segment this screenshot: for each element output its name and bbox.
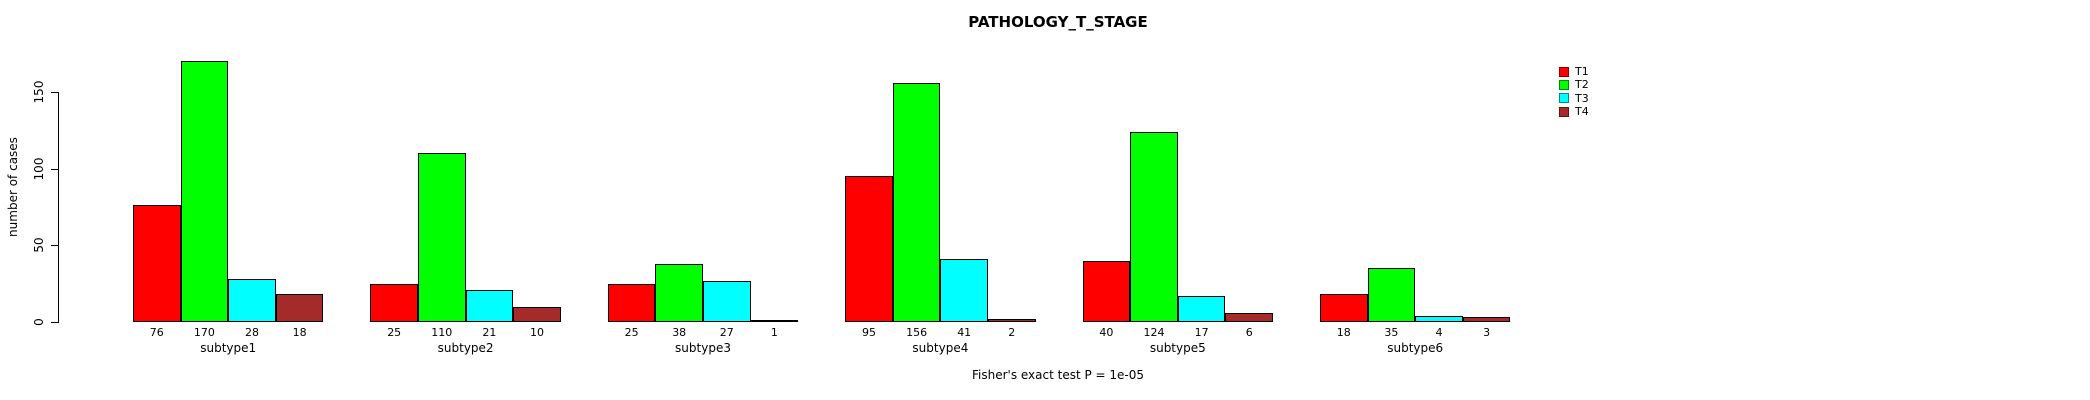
bar-value-label: 28 — [245, 326, 259, 339]
bar-T1-subtype5 — [1082, 260, 1131, 322]
legend-swatch-T1 — [1559, 66, 1569, 77]
legend-label: T2 — [1575, 78, 1589, 92]
bar-T3-subtype6 — [1415, 315, 1463, 322]
bar-value-label: 110 — [431, 326, 453, 339]
fisher-test-caption: Fisher's exact test P = 1e-05 — [971, 368, 1145, 382]
bar-value-label: 2 — [1008, 326, 1016, 339]
legend-swatch-T3 — [1559, 93, 1569, 104]
bar-value-label: 95 — [862, 326, 876, 339]
bar-value-label: 156 — [906, 326, 928, 339]
chart-title: PATHOLOGY_T_STAGE — [968, 13, 1148, 31]
legend-swatch-T2 — [1559, 79, 1569, 90]
bar-T4-subtype2 — [513, 306, 561, 322]
bar-value-label: 10 — [530, 326, 544, 339]
bar-T1-subtype2 — [370, 283, 418, 322]
bar-T2-subtype3 — [655, 263, 703, 322]
x-category-label-subtype1: subtype1 — [200, 341, 257, 355]
bar-T3-subtype3 — [703, 280, 751, 322]
legend-item-T2: T2 — [1559, 78, 1589, 91]
bar-T3-subtype4 — [940, 259, 988, 322]
bar-value-label: 40 — [1099, 326, 1114, 339]
bar-T4-subtype3 — [750, 320, 799, 322]
bar-value-label: 27 — [719, 326, 734, 339]
bar-value-label: 4 — [1435, 326, 1443, 339]
legend-item-T3: T3 — [1559, 92, 1589, 105]
legend-label: T3 — [1575, 91, 1589, 105]
legend: T1 T2 T3 T4 — [1559, 65, 1589, 118]
bar-T2-subtype4 — [892, 82, 941, 322]
bar-value-label: 18 — [1336, 326, 1351, 339]
x-category-label-subtype4: subtype4 — [912, 341, 969, 355]
bar-T1-subtype6 — [1320, 294, 1368, 322]
x-category-label-subtype3: subtype3 — [675, 341, 731, 355]
bar-T4-subtype4 — [988, 318, 1036, 322]
x-category-label-subtype5: subtype5 — [1149, 341, 1206, 355]
bar-value-label: 38 — [672, 326, 687, 339]
bar-value-label: 76 — [149, 326, 164, 339]
bar-T2-subtype2 — [418, 153, 466, 322]
bar-T2-subtype1 — [180, 61, 229, 322]
bar-T1-subtype1 — [133, 205, 181, 322]
bar-T2-subtype6 — [1367, 268, 1416, 322]
bar-value-label: 3 — [1483, 326, 1491, 339]
bar-value-label: 170 — [193, 326, 215, 339]
bar-T3-subtype5 — [1177, 295, 1226, 322]
bar-T4-subtype1 — [275, 294, 324, 322]
legend-item-T1: T1 — [1559, 65, 1589, 78]
bar-value-label: 1 — [770, 326, 778, 339]
bar-T3-subtype1 — [228, 279, 276, 322]
x-category-label-subtype2: subtype2 — [437, 341, 494, 355]
bar-T2-subtype5 — [1130, 131, 1178, 322]
bar-value-label: 35 — [1384, 326, 1399, 339]
y-axis-tick — [51, 245, 58, 247]
x-category-label-subtype6: subtype6 — [1387, 341, 1444, 355]
y-axis-tick-label: 150 — [32, 80, 46, 104]
bar-value-label: 18 — [292, 326, 307, 339]
bar-value-label: 25 — [387, 326, 402, 339]
bar-T3-subtype2 — [465, 289, 514, 322]
bar-value-label: 41 — [957, 326, 972, 339]
bar-value-label: 21 — [482, 326, 497, 339]
bar-T4-subtype5 — [1225, 312, 1273, 322]
bar-value-label: 25 — [624, 326, 639, 339]
y-axis-tick-label: 100 — [32, 157, 46, 181]
y-axis-tick — [51, 92, 58, 93]
legend-item-T4: T4 — [1559, 105, 1589, 118]
y-axis-tick — [51, 168, 58, 170]
bar-T4-subtype6 — [1462, 317, 1511, 322]
bar-T1-subtype4 — [845, 176, 893, 322]
legend-label: T1 — [1575, 65, 1589, 79]
bar-value-label: 6 — [1245, 326, 1253, 339]
y-axis-label: number of cases — [6, 137, 20, 237]
bar-value-label: 17 — [1194, 326, 1209, 339]
y-axis-tick-label: 50 — [32, 237, 46, 253]
legend-label: T4 — [1575, 105, 1589, 119]
legend-swatch-T4 — [1559, 106, 1569, 117]
bar-T1-subtype3 — [607, 283, 656, 322]
y-axis-line — [58, 92, 59, 323]
bar-value-label: 124 — [1143, 326, 1165, 339]
y-axis-tick-label: 0 — [32, 318, 46, 326]
y-axis-tick — [51, 322, 58, 323]
